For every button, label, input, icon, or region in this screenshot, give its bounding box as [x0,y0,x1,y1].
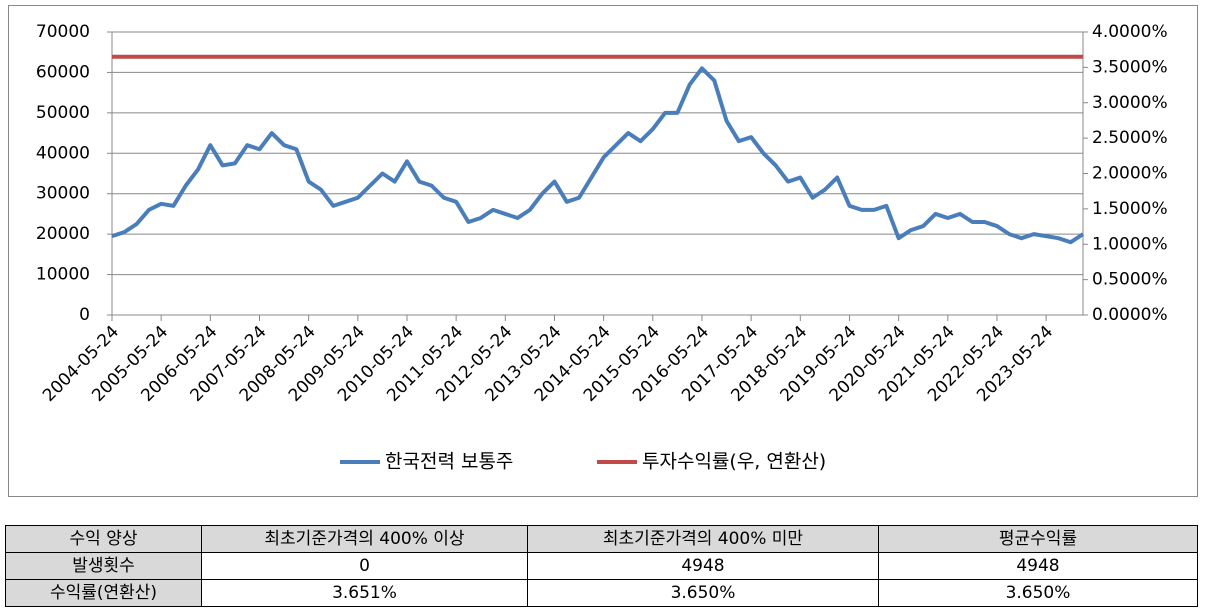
y2-tick-label: 2.0000% [1092,164,1168,184]
cell: 4948 [878,552,1198,580]
y-tick-label: 30000 [36,184,90,204]
y2-tick-label: 3.5000% [1092,57,1168,77]
y-tick-label: 50000 [36,103,90,123]
cell: 3.651% [201,579,528,607]
y-tick-label: 40000 [36,143,90,163]
row-header: 발생횟수 [5,552,202,580]
y-tick-label: 10000 [36,265,90,285]
y-tick-label: 60000 [36,62,90,82]
header-cell: 수익 양상 [5,525,202,553]
table-header: 수익 양상 최초기준가격의 400% 이상 최초기준가격의 400% 미만 평균… [5,525,1198,553]
y-tick-label: 20000 [36,224,90,244]
cell: 0 [201,552,528,580]
chart-frame [8,5,1198,497]
table-row: 발생횟수 0 4948 4948 [5,552,1198,580]
table: 수익 양상 최초기준가격의 400% 이상 최초기준가격의 400% 미만 평균… [5,525,1198,607]
cell: 4948 [527,552,879,580]
cell: 3.650% [878,579,1198,607]
y2-tick-label: 3.0000% [1092,93,1168,113]
y2-tick-label: 1.5000% [1092,199,1168,219]
header-cell: 최초기준가격의 400% 미만 [527,525,879,553]
series-line [111,66,1085,245]
y2-tick-label: 0.5000% [1092,270,1168,290]
y2-tick-label: 0.0000% [1092,305,1168,325]
chart: 0 10000 20000 30000 40000 50000 60000 70000 0.00… [8,5,1198,497]
y2-tick-label: 4.0000% [1092,22,1168,42]
y2-tick-label: 2.5000% [1092,128,1168,148]
row-header: 수익률(연환산) [5,579,202,607]
y-tick-label: 70000 [36,22,90,42]
header-cell: 평균수익률 [878,525,1198,553]
legend-label: 한국전력 보통주 [385,451,513,473]
header-cell: 최초기준가격의 400% 이상 [201,525,528,553]
y-tick-label: 0 [79,305,90,325]
cell: 3.650% [527,579,879,607]
y2-tick-label: 1.0000% [1092,234,1168,254]
legend-label: 투자수익률(우, 연환산) [642,451,826,473]
table-row: 수익률(연환산) 3.651% 3.650% 3.650% [5,579,1198,607]
